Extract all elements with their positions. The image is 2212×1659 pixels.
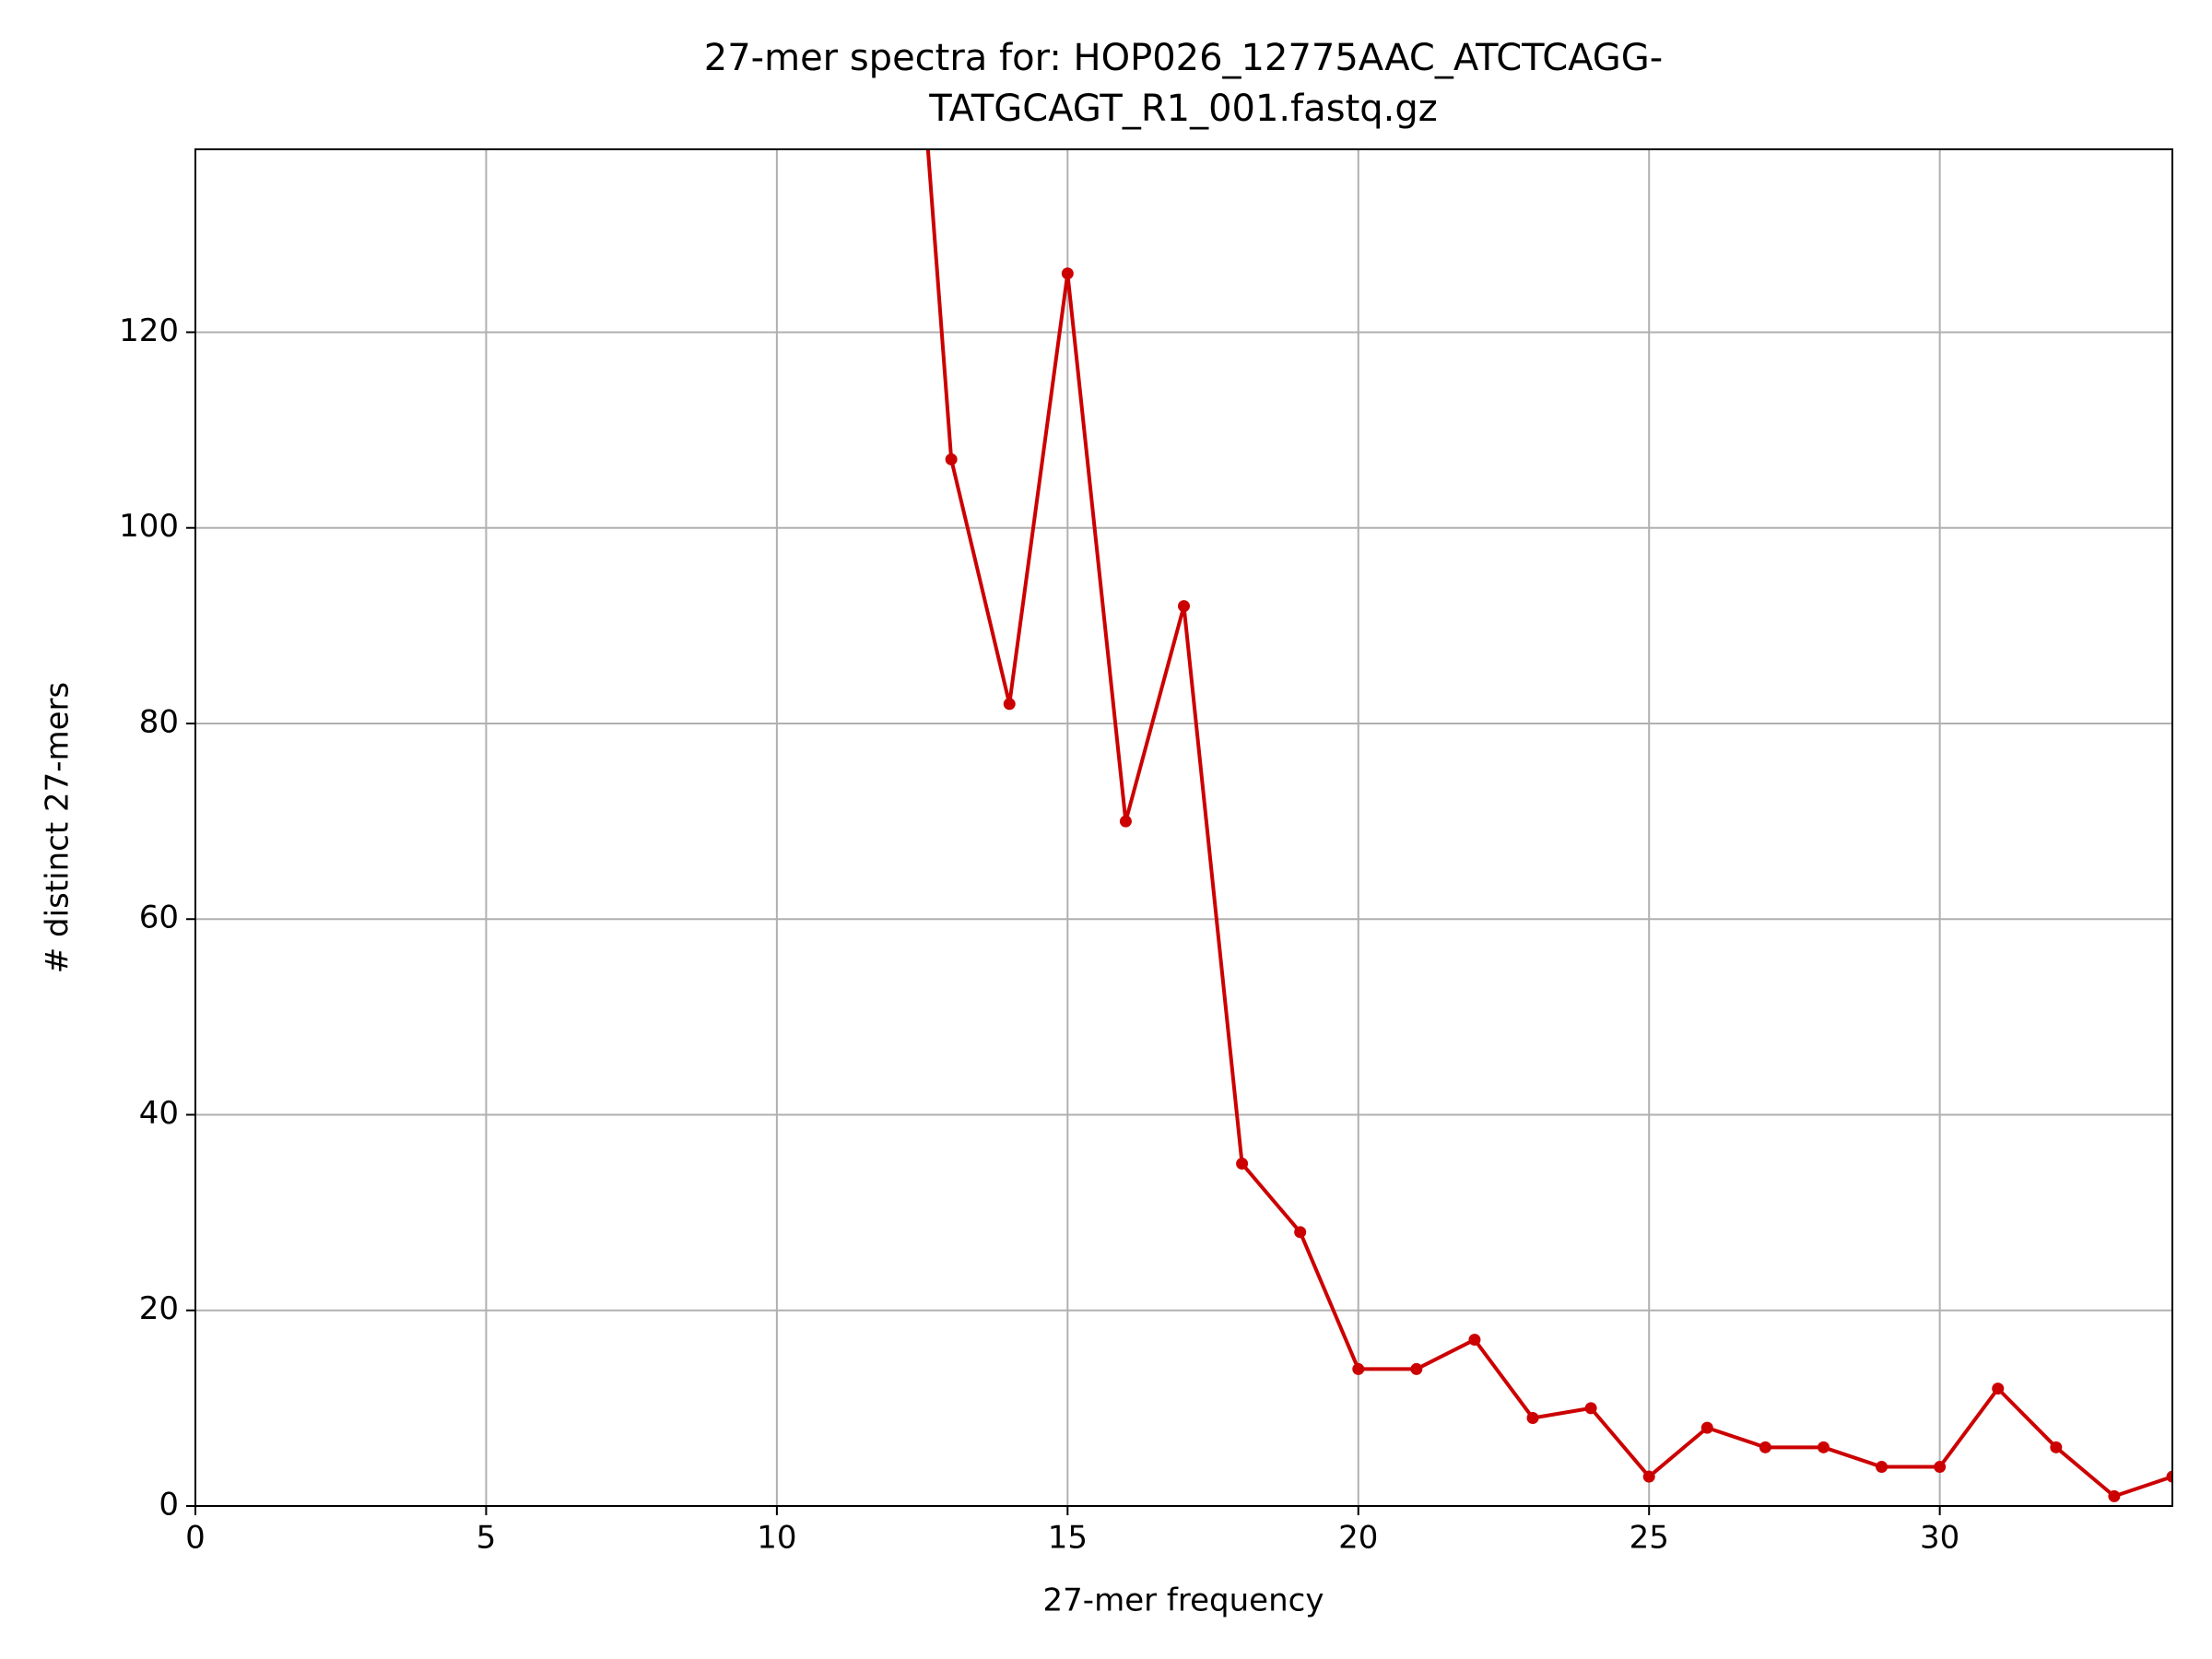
data-point bbox=[1003, 698, 1016, 711]
y-tick-label: 60 bbox=[139, 900, 179, 936]
x-tick-label: 5 bbox=[477, 1520, 497, 1557]
data-point bbox=[1119, 815, 1132, 828]
data-point bbox=[1992, 1382, 2005, 1395]
y-tick-label: 40 bbox=[139, 1095, 179, 1132]
data-point bbox=[1236, 1158, 1249, 1171]
grid bbox=[194, 149, 2172, 1507]
data-point bbox=[1876, 1461, 1888, 1474]
x-tick-label: 20 bbox=[1338, 1520, 1378, 1557]
data-point bbox=[1642, 1470, 1655, 1483]
x-tick-label: 10 bbox=[757, 1520, 796, 1557]
data-point bbox=[945, 453, 958, 465]
data-point bbox=[1061, 267, 1074, 280]
y-tick-label: 120 bbox=[119, 312, 179, 349]
x-tick-label: 15 bbox=[1048, 1520, 1088, 1557]
data-point bbox=[1700, 1421, 1713, 1434]
data-point bbox=[1817, 1441, 1830, 1453]
data-point bbox=[2166, 1470, 2172, 1483]
y-tick-label: 0 bbox=[159, 1487, 179, 1524]
y-tick-label: 20 bbox=[139, 1290, 179, 1327]
y-axis-label: # distinct 27-mers bbox=[40, 682, 76, 973]
data-point bbox=[1759, 1441, 1771, 1453]
y-tick-label: 100 bbox=[119, 508, 179, 545]
axes-frame bbox=[194, 148, 2173, 1507]
x-tick-label: 25 bbox=[1630, 1520, 1669, 1557]
data-point bbox=[1526, 1411, 1539, 1424]
x-tick-label: 0 bbox=[185, 1520, 206, 1557]
data-point bbox=[1410, 1362, 1423, 1375]
chart-title: 27-mer spectra for: HOP026_12775AAC_ATCT… bbox=[704, 37, 1663, 79]
y-tick-label: 80 bbox=[139, 703, 179, 740]
data-point bbox=[1294, 1226, 1307, 1239]
data-point bbox=[1352, 1362, 1365, 1375]
data-point bbox=[1468, 1334, 1481, 1347]
ticks: 0 5 10 15 20 25 30 0 20 40 60 80 100 120 bbox=[119, 312, 1959, 1557]
x-tick-label: 30 bbox=[1920, 1520, 1959, 1557]
x-axis-label: 27-mer frequency bbox=[1043, 1583, 1324, 1619]
data-point bbox=[1934, 1461, 1947, 1474]
chart-title: TATGCAGT_R1_001.fastq.gz bbox=[928, 88, 1438, 130]
data-point bbox=[1178, 600, 1190, 613]
plot-area bbox=[925, 149, 2172, 1502]
data-point bbox=[2050, 1441, 2063, 1453]
data-point bbox=[1584, 1402, 1597, 1415]
data-point bbox=[2108, 1489, 2121, 1502]
